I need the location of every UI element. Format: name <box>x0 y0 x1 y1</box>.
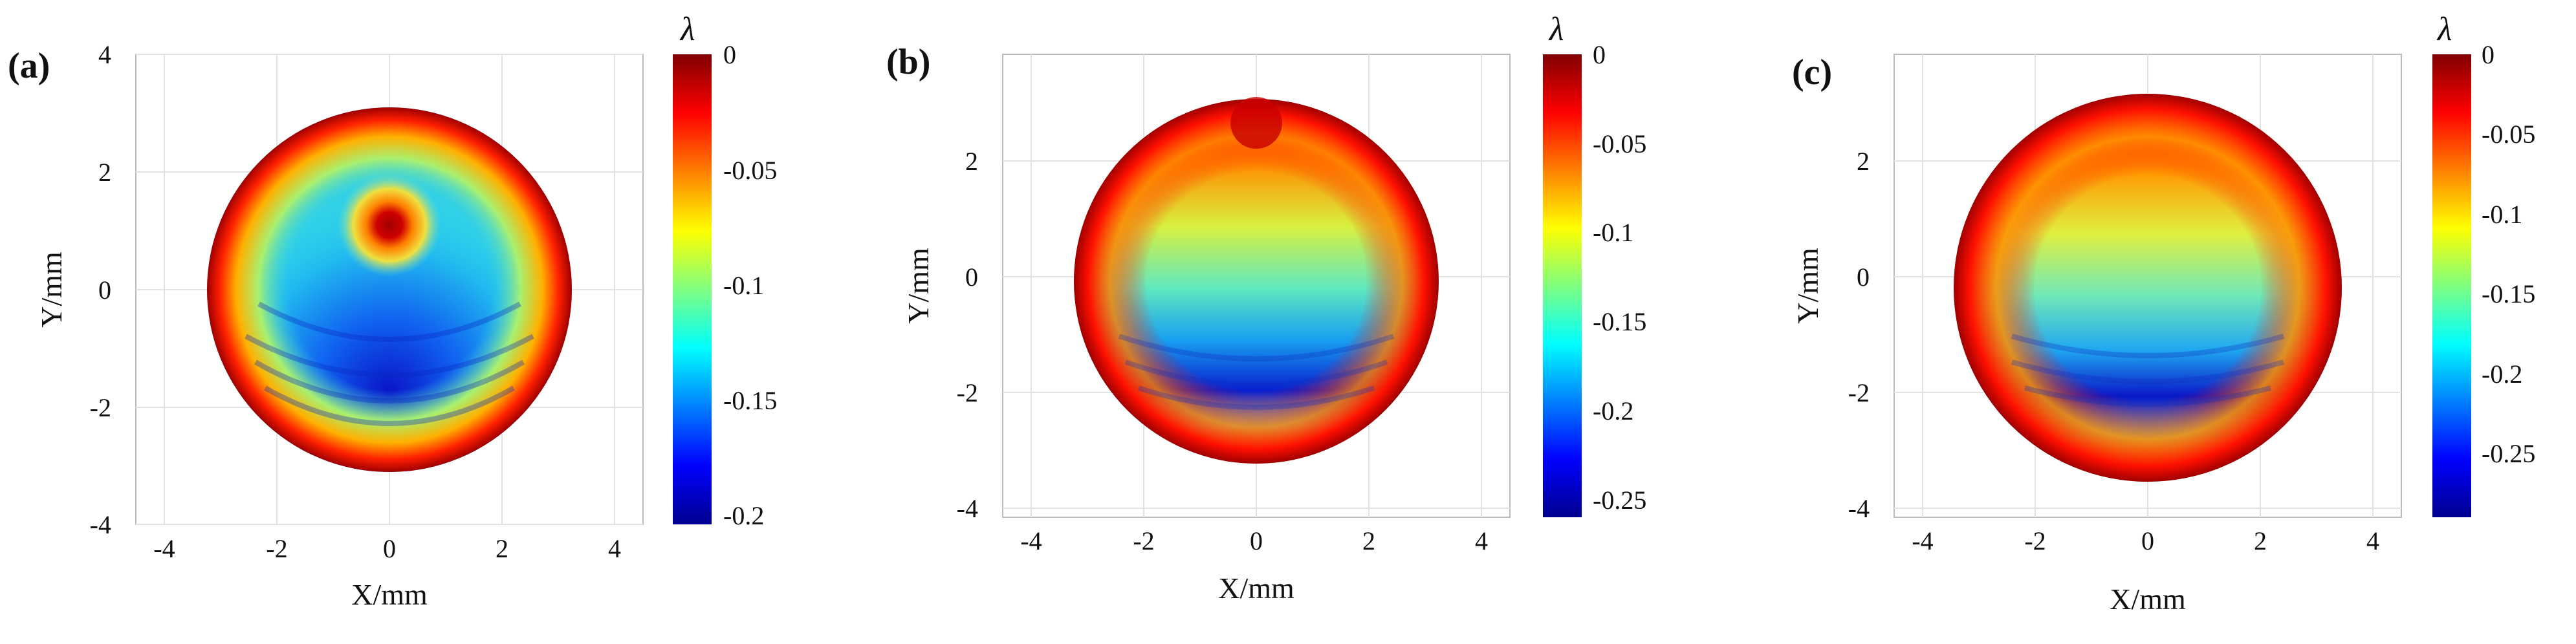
panel-a-central-spot <box>338 173 441 277</box>
panel-a-label: (a) <box>8 46 50 86</box>
panel-c-cbar-tick: -0.05 <box>2482 120 2535 149</box>
panel-b-cbar-tick: -0.05 <box>1593 129 1646 158</box>
panel-b-cbar-tick: -0.2 <box>1593 396 1633 425</box>
panel-c-colorbar: λ 0 -0.05 -0.1 -0.15 -0.2 -0.25 <box>2432 11 2535 517</box>
panel-a-xlabel: X/mm <box>351 578 428 611</box>
panel-b: (b) -4 -2 0 <box>886 11 1646 605</box>
panel-a: (a) -4 <box>8 11 777 611</box>
panel-c-cbar-tick: -0.25 <box>2482 439 2535 468</box>
panel-c-xtick: 0 <box>2141 526 2154 555</box>
panel-b-colorbar-label: λ <box>1548 11 1564 48</box>
panel-a-ytick: 4 <box>98 40 111 69</box>
panel-b-xtick: 4 <box>1475 526 1488 555</box>
panel-b-colorbar-ticks: 0 -0.05 -0.1 -0.15 -0.2 -0.25 <box>1593 40 1646 515</box>
panel-b-ytick: -4 <box>957 494 978 523</box>
panel-a-ticks: -4 -2 0 2 4 4 2 0 -2 -4 <box>90 40 621 563</box>
panel-a-fringes <box>245 301 534 426</box>
panel-b-xtick: -2 <box>1133 526 1154 555</box>
panel-b-xtick: -4 <box>1020 526 1042 555</box>
panel-a-ytick: -2 <box>90 393 111 422</box>
panel-c-ytick: 0 <box>1857 263 1870 292</box>
panel-b-axes: -4 -2 0 2 4 2 0 -2 -4 X/mm Y/mm <box>902 54 1511 605</box>
panel-c-colorbar-bar <box>2432 54 2471 517</box>
panel-b-field <box>1074 97 1439 464</box>
panel-a-colorbar: λ 0 -0.05 -0.1 -0.15 -0.2 <box>673 11 777 530</box>
panel-b-cbar-tick: -0.25 <box>1593 486 1646 515</box>
panel-a-ytick: 2 <box>98 158 111 187</box>
panel-a-cbar-tick: 0 <box>723 40 736 69</box>
panel-b-xtick: 2 <box>1362 526 1375 555</box>
panel-a-cbar-tick: -0.2 <box>723 501 764 530</box>
panel-c-colorbar-label: λ <box>2436 11 2452 48</box>
panel-c-axes: -4 -2 0 2 4 2 0 -2 -4 X/mm Y/mm <box>1791 54 2402 616</box>
panel-c-xlabel: X/mm <box>2110 583 2186 616</box>
panel-a-colorbar-bar <box>673 54 712 524</box>
panel-c-ticks: -4 -2 0 2 4 2 0 -2 -4 <box>1848 147 2379 555</box>
panel-a-ytick: -4 <box>90 510 111 539</box>
panel-a-cbar-tick: -0.15 <box>723 386 777 415</box>
panel-a-ylabel: Y/mm <box>35 252 68 328</box>
panel-a-cbar-tick: -0.1 <box>723 271 764 300</box>
panel-b-colorbar-bar <box>1543 54 1582 517</box>
panel-c-cbar-tick: -0.2 <box>2482 360 2522 389</box>
panel-b-xlabel: X/mm <box>1218 572 1294 605</box>
panel-a-field <box>207 107 572 472</box>
panel-a-cbar-tick: -0.05 <box>723 156 777 185</box>
panel-c-ytick: 2 <box>1857 147 1870 176</box>
panel-c-cbar-tick: -0.15 <box>2482 279 2535 308</box>
panel-c-ylabel: Y/mm <box>1791 248 1824 324</box>
panel-b-ytick: 2 <box>965 147 978 176</box>
panel-b-cbar-tick: -0.1 <box>1593 218 1633 247</box>
panel-b-colorbar: λ 0 -0.05 -0.1 -0.15 -0.2 -0.25 <box>1543 11 1646 517</box>
panel-b-cbar-tick: -0.15 <box>1593 307 1646 336</box>
panel-b-xtick: 0 <box>1250 526 1263 555</box>
panel-c-xtick: 4 <box>2366 526 2379 555</box>
panel-c-xtick: -4 <box>1912 526 1933 555</box>
panel-c-ytick: -2 <box>1848 378 1870 407</box>
panel-b-ticks: -4 -2 0 2 4 2 0 -2 -4 <box>957 147 1488 555</box>
panel-b-top-spot <box>1230 97 1282 149</box>
panel-a-ytick: 0 <box>98 275 111 305</box>
panel-c-cbar-tick: 0 <box>2482 40 2494 69</box>
panel-a-xtick: 4 <box>608 534 621 563</box>
panel-c-ytick: -4 <box>1848 494 1870 523</box>
panel-a-axes: -4 -2 0 2 4 4 2 0 -2 -4 X/mm Y/mm <box>35 40 644 611</box>
panel-b-label: (b) <box>886 42 930 82</box>
panel-b-ytick: -2 <box>957 378 978 407</box>
panel-b-fringes <box>1118 334 1395 410</box>
panel-a-xtick: -4 <box>153 534 175 563</box>
panel-a-xtick: -2 <box>266 534 287 563</box>
panel-c-fringes <box>2011 334 2285 407</box>
panel-a-xtick: 2 <box>496 534 508 563</box>
panel-c-cbar-tick: -0.1 <box>2482 200 2522 229</box>
panel-b-edge-ring <box>1074 99 1439 464</box>
panel-c-label: (c) <box>1792 52 1832 92</box>
panel-c-field <box>1954 94 2342 482</box>
panel-c-colorbar-ticks: 0 -0.05 -0.1 -0.15 -0.2 -0.25 <box>2482 40 2535 468</box>
panel-b-ytick: 0 <box>965 263 978 292</box>
panel-b-ylabel: Y/mm <box>902 248 935 324</box>
panel-c: (c) -4 -2 0 2 <box>1791 11 2535 616</box>
panel-a-xtick: 0 <box>383 534 396 563</box>
panel-a-edge-ring <box>207 107 572 472</box>
panel-c-xtick: 2 <box>2254 526 2267 555</box>
panel-b-cbar-tick: 0 <box>1593 40 1606 69</box>
panel-a-colorbar-label: λ <box>679 11 695 48</box>
panel-c-xtick: -2 <box>2024 526 2046 555</box>
panel-c-edge-ring <box>1954 94 2342 482</box>
panel-a-colorbar-ticks: 0 -0.05 -0.1 -0.15 -0.2 <box>723 40 777 530</box>
